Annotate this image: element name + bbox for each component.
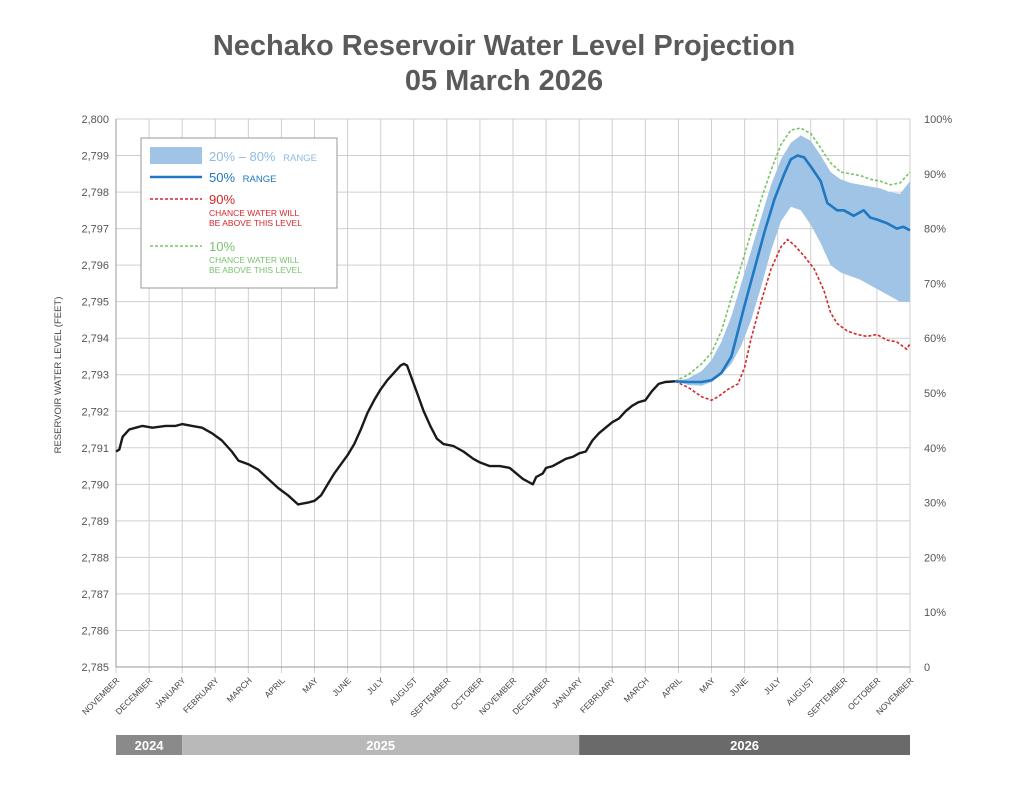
x-tick-label: FEBRUARY	[181, 675, 221, 715]
year-segment	[116, 735, 183, 755]
legend-median-percent: 50%	[209, 170, 235, 185]
legend-p90-percent: 90%	[209, 192, 235, 207]
y-tick-label: 2,792	[81, 406, 109, 418]
y-tick-label: 2,799	[81, 151, 109, 163]
legend-median-label: 50% RANGE	[209, 170, 276, 185]
x-tick-label: MAY	[300, 675, 320, 695]
y-tick-label: 2,800	[81, 114, 109, 126]
y2-tick-label: 70%	[924, 278, 946, 290]
legend: 20% – 80% RANGE 50% RANGE 90% CHANCE WAT…	[140, 137, 338, 289]
y-tick-label: 2,788	[81, 552, 109, 564]
series-10-percent-line	[674, 127, 911, 383]
y-tick-label: 2,793	[81, 370, 109, 382]
series-layer	[115, 127, 911, 506]
y2-axis: 0 10% 20% 30% 40% 50% 60% 70% 80% 90% 100%	[924, 114, 952, 674]
chart-title-line1: Nechako Reservoir Water Level Projection	[213, 30, 795, 62]
year-label: 2026	[730, 738, 759, 753]
y-tick-label: 2,791	[81, 443, 109, 455]
y-tick-label: 2,795	[81, 297, 109, 309]
series-90-percent-line	[674, 238, 911, 402]
y2-tick-label: 90%	[924, 169, 946, 181]
year-label: 2025	[366, 738, 395, 753]
y-tick-label: 2,785	[81, 662, 109, 674]
series-historical-line	[115, 362, 676, 506]
y-axis: 2,785 2,786 2,787 2,788 2,789 2,790 2,791 2,792…	[81, 114, 109, 674]
year-label: 2024	[135, 738, 165, 753]
x-tick-label: JULY	[762, 675, 784, 697]
year-segment	[579, 735, 910, 755]
x-tick-label: FEBRUARY	[578, 675, 618, 715]
y-tick-label: 2,789	[81, 516, 109, 528]
series-median-line	[675, 154, 911, 384]
legend-band-label: 20% – 80% RANGE	[209, 149, 317, 164]
legend-band-suffix: RANGE	[283, 153, 317, 164]
year-bar: 2024 2025 2026	[116, 735, 910, 755]
x-tick-label: APRIL	[659, 675, 684, 700]
x-tick-label: APRIL	[262, 675, 287, 700]
legend-p10-note-1: CHANCE WATER WILL	[209, 255, 299, 265]
x-tick-label: MARCH	[225, 675, 254, 704]
chart-title-line2: 05 March 2026	[405, 65, 603, 97]
y-tick-label: 2,798	[81, 187, 109, 199]
legend-p90-note-2: BE ABOVE THIS LEVEL	[209, 218, 302, 228]
y2-tick-label: 60%	[924, 333, 946, 345]
y2-tick-label: 10%	[924, 607, 946, 619]
y2-tick-label: 50%	[924, 388, 946, 400]
x-tick-label: JUNE	[727, 675, 750, 698]
y-tick-label: 2,787	[81, 589, 109, 601]
legend-p90-note-1: CHANCE WATER WILL	[209, 208, 299, 218]
year-segment	[182, 735, 580, 755]
y2-tick-label: 20%	[924, 552, 946, 564]
x-tick-label: JUNE	[330, 675, 353, 698]
y2-tick-label: 100%	[924, 114, 952, 126]
y-tick-label: 2,796	[81, 260, 109, 272]
y2-tick-label: 0	[924, 662, 930, 674]
y-tick-label: 2,794	[81, 333, 109, 345]
x-tick-label: JULY	[365, 675, 387, 697]
legend-band-swatch	[150, 147, 202, 164]
legend-band-percent: 20% – 80%	[209, 149, 276, 164]
y-axis-label: RESERVOIR WATER LEVEL (FEET)	[53, 297, 64, 454]
y2-tick-label: 40%	[924, 443, 946, 455]
legend-box	[140, 137, 338, 289]
y-tick-label: 2,797	[81, 224, 109, 236]
legend-median-suffix: RANGE	[243, 174, 277, 185]
y2-tick-label: 80%	[924, 224, 946, 236]
x-tick-label: MAY	[697, 675, 717, 695]
y2-tick-label: 30%	[924, 498, 946, 510]
y-tick-label: 2,790	[81, 479, 109, 491]
legend-p10-note-2: BE ABOVE THIS LEVEL	[209, 265, 302, 275]
x-tick-label: MARCH	[622, 675, 651, 704]
series-20-80-band	[675, 135, 910, 386]
x-tick-label: AUGUST	[784, 675, 816, 707]
x-tick-label: AUGUST	[387, 675, 419, 707]
y-tick-label: 2,786	[81, 625, 109, 637]
legend-p10-percent: 10%	[209, 239, 235, 254]
